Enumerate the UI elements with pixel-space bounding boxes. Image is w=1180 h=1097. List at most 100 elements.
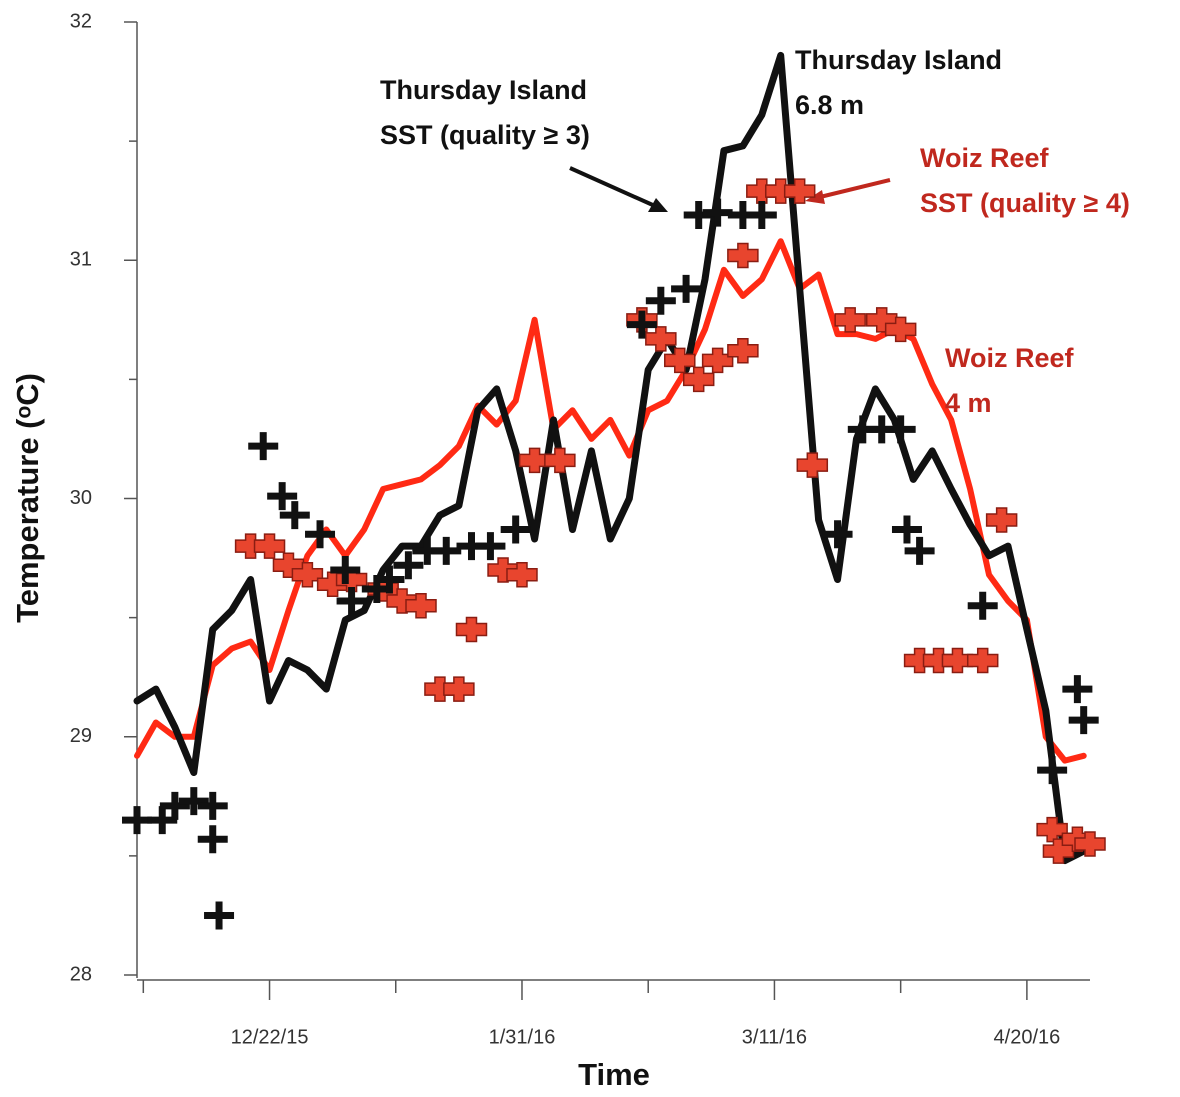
marker-square (544, 447, 576, 474)
marker-plus (1068, 706, 1099, 735)
marker-plus (248, 432, 279, 461)
marker (1074, 831, 1106, 857)
marker-plus (671, 274, 702, 303)
y-tick-label: 30 (70, 487, 92, 509)
marker-square (506, 561, 538, 588)
marker-square (253, 533, 286, 559)
marker (645, 286, 676, 315)
line-series (134, 238, 1087, 764)
marker (500, 515, 531, 544)
y-axis-title: Temperature (ᵒC) (10, 373, 45, 623)
marker-plus (431, 536, 462, 565)
marker (834, 307, 866, 333)
marker (904, 536, 935, 565)
marker-plus (336, 586, 367, 615)
annotation: 6.8 m (795, 90, 864, 120)
y-tick-label: 32 (70, 10, 92, 32)
marker (197, 791, 228, 820)
marker (544, 447, 576, 474)
marker (405, 592, 437, 619)
marker (1062, 675, 1093, 704)
marker (159, 791, 190, 820)
marker-square (664, 347, 696, 374)
marker-plus (891, 515, 922, 544)
marker-square (783, 178, 816, 204)
marker (248, 432, 279, 461)
marker (1068, 706, 1099, 735)
marker (985, 507, 1018, 533)
marker-plus (1062, 675, 1093, 704)
y-tick-label: 28 (70, 963, 92, 985)
marker (746, 200, 777, 229)
annotation: Thursday Island (795, 45, 1002, 75)
arrow-head (648, 198, 668, 212)
marker (701, 347, 734, 374)
x-tick-label: 1/31/16 (489, 1026, 556, 1048)
marker (891, 515, 922, 544)
annotation: Woiz Reef (920, 143, 1050, 173)
marker-plus (305, 520, 336, 549)
marker (727, 338, 759, 364)
marker-square (884, 316, 917, 343)
marker (305, 520, 336, 549)
marker (178, 787, 209, 816)
marker (966, 647, 999, 674)
marker (475, 532, 506, 561)
x-tick-label: 12/22/15 (231, 1026, 309, 1048)
annotation: Thursday Island (380, 75, 587, 105)
arrow (569, 166, 656, 208)
marker-plus (147, 806, 178, 835)
marker-plus (178, 787, 209, 816)
marker (783, 178, 816, 204)
x-tick-label: 4/20/16 (994, 1026, 1061, 1048)
marker-plus (822, 520, 853, 549)
marker-plus (1037, 756, 1068, 785)
marker-square (727, 242, 759, 269)
marker-plus (645, 286, 676, 315)
marker (796, 452, 829, 478)
marker-square (455, 616, 488, 643)
annotation: Woiz Reef (945, 343, 1075, 373)
marker (884, 316, 917, 343)
arrow (819, 178, 891, 199)
marker (330, 555, 361, 584)
annotation: 4 m (945, 388, 992, 418)
marker (506, 561, 538, 588)
marker (822, 520, 853, 549)
marker-plus (122, 806, 152, 835)
marker-plus (159, 791, 190, 820)
marker-plus (197, 791, 228, 820)
y-tick-label: 31 (70, 249, 92, 271)
marker-plus (204, 901, 235, 930)
marker (267, 482, 298, 511)
marker (682, 366, 715, 393)
marker-plus (197, 825, 228, 854)
marker (197, 825, 228, 854)
marker-square (834, 307, 866, 333)
marker (204, 901, 235, 930)
marker-square (985, 507, 1018, 533)
x-axis-title: Time (578, 1057, 650, 1092)
marker-plus (330, 555, 361, 584)
marker (702, 198, 733, 227)
marker-square (682, 366, 715, 393)
marker-plus (374, 565, 405, 594)
marker-plus (475, 532, 506, 561)
marker-square (727, 338, 759, 364)
marker-plus (393, 551, 424, 580)
marker-square (443, 676, 475, 702)
marker (664, 347, 696, 374)
marker (727, 242, 759, 269)
annotation: SST (quality ≥ 3) (380, 120, 590, 150)
marker (885, 415, 916, 444)
marker (374, 565, 405, 594)
marker-plus (500, 515, 531, 544)
marker (626, 310, 657, 339)
marker-plus (626, 310, 657, 339)
y-tick-label: 29 (70, 725, 92, 747)
marker-square (1074, 831, 1106, 857)
marker-plus (904, 536, 935, 565)
marker (431, 536, 462, 565)
marker-plus (279, 501, 310, 530)
